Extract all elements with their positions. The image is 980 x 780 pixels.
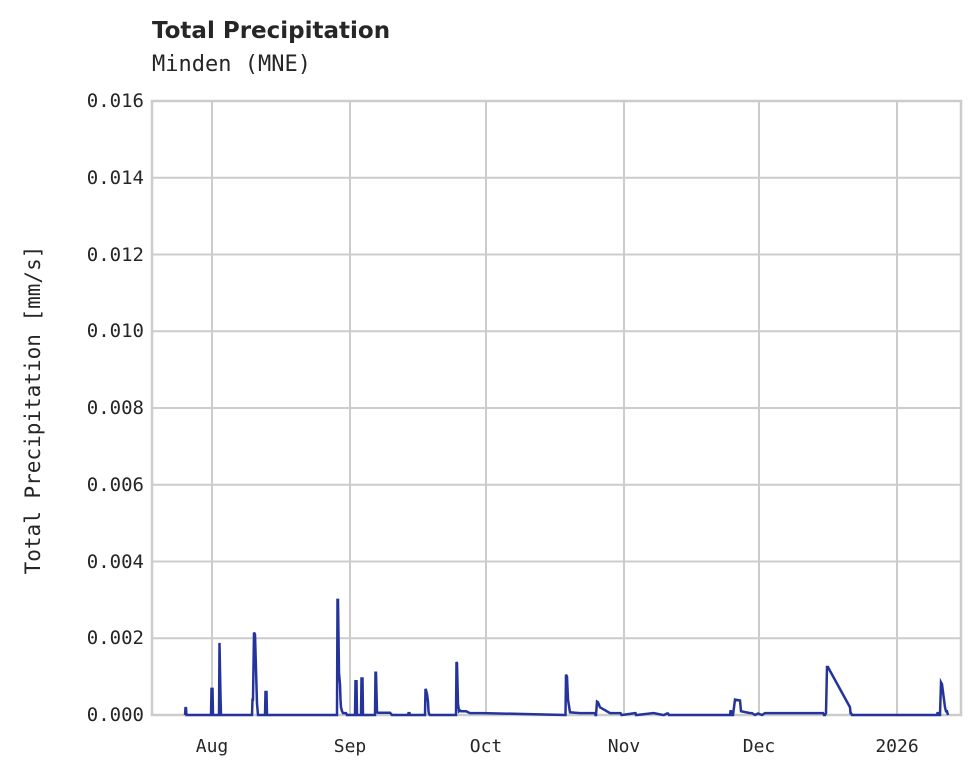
x-tick-label: Dec	[742, 736, 776, 757]
x-tick-label: Oct	[469, 736, 503, 757]
y-tick-label: 0.002	[86, 627, 144, 650]
y-tick-label: 0.016	[86, 90, 144, 112]
y-tick-label: 0.014	[86, 166, 144, 189]
y-tick-label: 0.004	[86, 550, 144, 573]
chart-subtitle: Minden (MNE)	[152, 52, 311, 77]
x-tick-label: Sep	[333, 736, 367, 757]
y-tick-label: 0.010	[86, 320, 144, 343]
precipitation-series-line	[183, 598, 950, 717]
y-tick-label: 0.000	[86, 704, 144, 726]
y-tick-label: 0.008	[86, 397, 144, 419]
chart-title: Total Precipitation	[152, 18, 391, 44]
x-tick-label: 2026	[875, 736, 919, 757]
x-tick-label: Nov	[607, 736, 641, 757]
y-tick-label: 0.012	[86, 243, 144, 266]
y-tick-label: 0.006	[86, 473, 144, 496]
x-tick-label: Aug	[195, 736, 229, 757]
gridlines	[152, 100, 961, 716]
